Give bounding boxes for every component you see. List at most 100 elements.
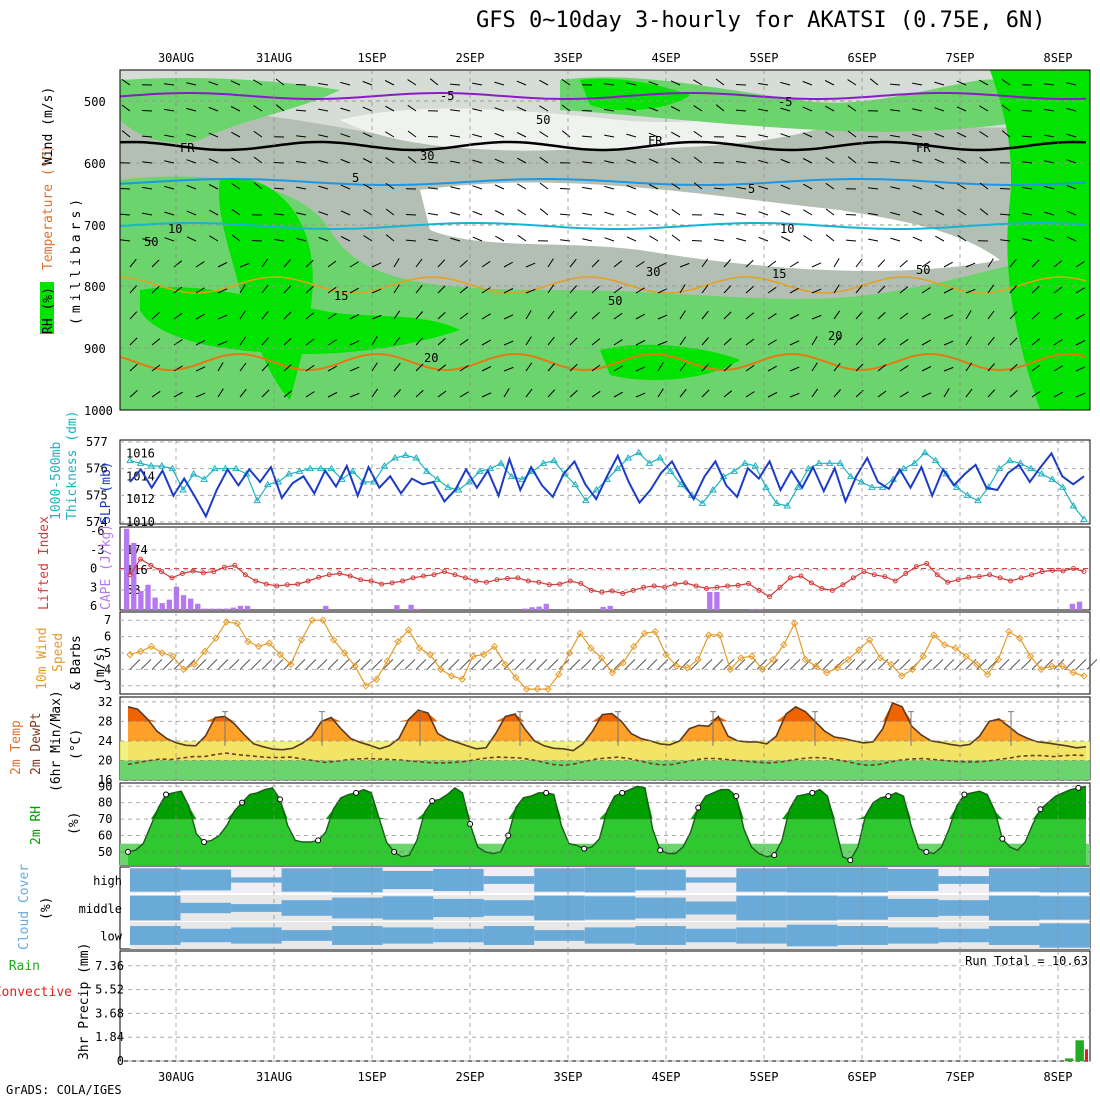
wind-barb [437, 311, 446, 320]
rh-area-6 [560, 75, 1090, 132]
li-marker [630, 587, 636, 593]
wind-barb [393, 362, 401, 372]
wind-barb [415, 284, 423, 294]
wind10m-barb [481, 659, 493, 670]
li-marker [756, 587, 762, 593]
wind10m-marker [158, 649, 166, 657]
cape-bar [536, 606, 542, 610]
wind-barb [1075, 313, 1085, 320]
li-marker [316, 574, 322, 580]
slp-tick: 1012 [126, 492, 155, 506]
wind-barb [1000, 239, 1011, 242]
wind-barb [912, 210, 923, 216]
wind10m-marker [1026, 652, 1035, 660]
wind-barb [714, 238, 725, 242]
cloud-cover-block [382, 870, 434, 890]
wind-barb [626, 210, 637, 216]
wind-barb [340, 158, 351, 164]
wind-barb [735, 109, 747, 112]
wind-barb [802, 132, 813, 138]
thickness-marker [1069, 502, 1078, 509]
wind-tick: 6 [104, 630, 111, 644]
wind10m-barb [1075, 659, 1087, 670]
wind-barb [119, 188, 131, 190]
run-total-label: Run Total = 10.63 [965, 954, 1088, 968]
wind-barb [715, 104, 725, 112]
wind-barb [648, 106, 659, 112]
wind-barb [1044, 211, 1055, 216]
wind-barb [670, 106, 681, 112]
thickness-marker [899, 464, 908, 472]
wind-barb [217, 362, 224, 372]
wind-barb [1075, 366, 1086, 372]
thickness-slp-panel-frame [119, 439, 1091, 525]
cloud-cover-block [887, 927, 939, 944]
wind10m-marker [201, 647, 209, 656]
li-marker [829, 587, 835, 593]
precip-tick: 7.36 [95, 959, 124, 973]
wind-barb [142, 238, 153, 242]
wind-barb [305, 259, 314, 268]
wind-barb [547, 389, 556, 398]
wind-barb [626, 184, 637, 190]
wind-barb [745, 391, 755, 398]
wind-barb [494, 81, 505, 86]
date-label-top: 3SEP [554, 51, 583, 65]
cape-bar [166, 599, 172, 610]
pressure-tick-label: 800 [84, 280, 106, 294]
wind-barb [151, 338, 161, 346]
wind10m-marker [683, 664, 692, 672]
wind10m-barb [305, 659, 317, 670]
cloud-cover-block [534, 930, 585, 941]
wind10m-barb [756, 659, 768, 670]
precip-convective-bar [1085, 1049, 1088, 1061]
wind-barb [713, 187, 725, 190]
wind-barb [693, 156, 703, 164]
li-marker [137, 556, 143, 562]
wind-barb [803, 235, 813, 242]
wind-barb [745, 259, 754, 268]
li-marker [1008, 578, 1014, 584]
wind-barb [151, 390, 161, 398]
wind-barb [275, 78, 285, 86]
precip-tick: 1.84 [95, 1030, 124, 1044]
wind-barb [472, 108, 483, 112]
wind-barb [833, 389, 841, 398]
wind-barb [481, 339, 491, 346]
wind-barb [121, 130, 131, 138]
wind-barb [912, 236, 923, 242]
wind10m-marker [1048, 662, 1056, 670]
cape-bar [209, 608, 215, 610]
li-marker [211, 569, 217, 575]
wind-barb [164, 211, 175, 216]
wind-barb [987, 363, 995, 372]
li-marker [861, 569, 867, 575]
thickness-marker [592, 486, 601, 493]
wind10m-barbs-label: & Barbs [69, 635, 84, 690]
thickness-marker [772, 499, 781, 506]
wind-barb [899, 286, 909, 294]
wind10m-marker [962, 652, 970, 660]
rh-area-9 [990, 70, 1090, 410]
wind10m-barb [646, 659, 658, 670]
cape-bar [522, 608, 528, 610]
pressure-tick-label: 700 [84, 219, 106, 233]
wind10m-marker [790, 619, 799, 628]
wind-barb [877, 364, 887, 372]
cloud-layer-label: high [93, 874, 122, 888]
wind-barb [935, 235, 945, 242]
wind-barb [363, 183, 373, 190]
rh2m-marker [1037, 806, 1044, 813]
li-marker [798, 573, 804, 579]
wind10m-barb [635, 659, 647, 670]
rh2m-tick: 80 [98, 796, 112, 810]
dewpoint-line [127, 752, 1087, 767]
wind10m-barb [536, 659, 548, 670]
wind-barb [1001, 104, 1011, 112]
li-marker [473, 578, 479, 584]
wind10m-marker [297, 636, 306, 644]
wind-barb [758, 159, 769, 164]
cloud-cover-block [130, 895, 181, 921]
wind10m-marker [780, 641, 788, 649]
cloud-cover-block [180, 928, 232, 943]
